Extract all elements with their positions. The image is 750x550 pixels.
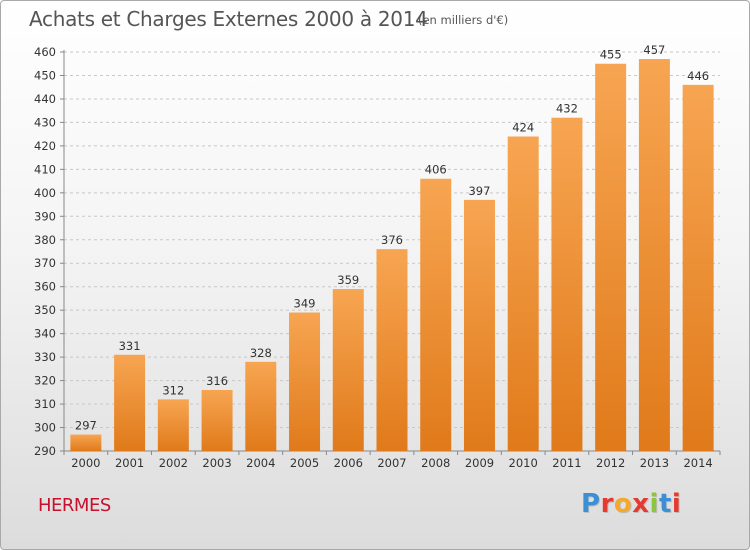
data-label: 349 <box>294 297 316 311</box>
bar <box>595 63 627 452</box>
y-tick-label: 390 <box>34 209 56 223</box>
bar <box>245 361 277 451</box>
data-label: 359 <box>337 273 359 287</box>
logo-letter: o <box>613 489 633 519</box>
y-tick-label: 460 <box>34 45 56 59</box>
data-label: 457 <box>643 43 665 57</box>
bar <box>332 289 364 451</box>
bar <box>551 117 583 451</box>
data-label: 312 <box>162 383 184 397</box>
x-tick-label: 2006 <box>334 456 363 470</box>
bar <box>289 312 321 451</box>
chart-title: Achats et Charges Externes 2000 à 2014 <box>29 7 428 31</box>
y-tick-label: 320 <box>34 374 56 388</box>
logo-letter: r <box>600 489 614 519</box>
y-tick-label: 370 <box>34 256 56 270</box>
y-tick-label: 360 <box>34 280 56 294</box>
x-tick-label: 2004 <box>246 456 275 470</box>
x-tick-label: 2009 <box>465 456 494 470</box>
x-tick-label: 2003 <box>202 456 231 470</box>
data-label: 424 <box>512 120 534 134</box>
x-tick-label: 2014 <box>683 456 712 470</box>
x-tick-label: 2008 <box>421 456 450 470</box>
x-tick-label: 2013 <box>640 456 669 470</box>
chart-subtitle: (en milliers d'€) <box>418 13 509 27</box>
data-label: 455 <box>600 48 622 62</box>
bar <box>114 354 146 451</box>
bar <box>376 249 408 451</box>
data-label: 432 <box>556 102 578 116</box>
y-tick-label: 430 <box>34 115 56 129</box>
commune-name: HERMES <box>38 495 111 516</box>
y-tick-label: 400 <box>34 186 56 200</box>
data-label: 316 <box>206 374 228 388</box>
proxiti-logo: Proxiti <box>581 489 681 519</box>
y-tick-label: 330 <box>34 350 56 364</box>
x-tick-label: 2011 <box>552 456 581 470</box>
y-tick-label: 300 <box>34 421 56 435</box>
logo-letter: P <box>581 489 601 519</box>
y-tick-label: 410 <box>34 162 56 176</box>
data-label: 376 <box>381 233 403 247</box>
data-label: 446 <box>687 69 709 83</box>
y-tick-label: 290 <box>34 444 56 458</box>
y-tick-label: 450 <box>34 68 56 82</box>
data-label: 328 <box>250 346 272 360</box>
x-tick-label: 2002 <box>159 456 188 470</box>
bars <box>70 59 714 452</box>
logo-letter: i <box>671 489 682 519</box>
axes: 290 300 310 320 330 340 350 360 370 380 390 400 410 4… <box>34 45 721 470</box>
logo-letter: t <box>658 489 672 519</box>
data-label: 331 <box>119 339 141 353</box>
logo-letter: i <box>649 489 659 519</box>
y-tick-label: 350 <box>34 303 56 317</box>
x-tick-label: 2007 <box>377 456 406 470</box>
x-tick-label: 2005 <box>290 456 319 470</box>
y-tick-label: 340 <box>34 327 56 341</box>
data-label: 297 <box>75 419 97 433</box>
x-tick-label: 2010 <box>509 456 538 470</box>
x-tick-label: 2000 <box>71 456 100 470</box>
bar <box>507 136 539 451</box>
data-labels: 297 331 312 316 328 349 359 376 406 397 424 432 455 4… <box>75 43 709 433</box>
logo-letter: x <box>632 489 650 519</box>
bar <box>157 399 189 451</box>
bar <box>70 434 102 451</box>
bar <box>463 199 495 451</box>
data-label: 406 <box>425 163 447 177</box>
y-tick-label: 380 <box>34 233 56 247</box>
bar <box>682 84 714 451</box>
y-tick-label: 420 <box>34 139 56 153</box>
bar <box>420 178 452 451</box>
bar <box>201 389 233 451</box>
bar <box>638 59 670 452</box>
data-label: 397 <box>468 184 490 198</box>
y-tick-label: 310 <box>34 397 56 411</box>
x-tick-label: 2012 <box>596 456 625 470</box>
x-tick-label: 2001 <box>115 456 144 470</box>
y-tick-label: 440 <box>34 92 56 106</box>
